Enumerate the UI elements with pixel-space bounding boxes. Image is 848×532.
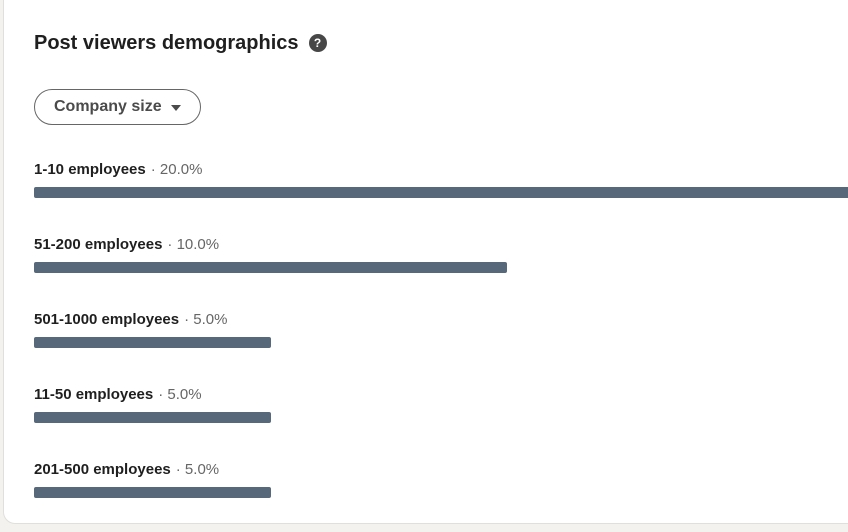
row-label: 501-1000 employees · 5.0%	[34, 309, 848, 330]
row-label: 1-10 employees · 20.0%	[34, 159, 848, 180]
bar	[34, 337, 271, 348]
filter-label: Company size	[54, 98, 162, 115]
category-label: 1-10 employees	[34, 161, 146, 178]
value-label: · 5.0%	[158, 386, 202, 403]
demographic-row: 501-1000 employees · 5.0%	[34, 309, 848, 348]
demographic-row: 51-200 employees · 10.0%	[34, 234, 848, 273]
value-label: · 10.0%	[167, 236, 220, 253]
bar	[34, 487, 271, 498]
demographic-row: 201-500 employees · 5.0%	[34, 459, 848, 498]
row-label: 11-50 employees · 5.0%	[34, 384, 848, 405]
category-label: 51-200 employees	[34, 236, 163, 253]
card-header: Post viewers demographics ?	[34, 29, 848, 57]
chevron-down-icon	[170, 105, 181, 111]
demographics-card: Post viewers demographics ? Company size…	[3, 0, 848, 524]
category-label: 201-500 employees	[34, 461, 171, 478]
value-label: · 5.0%	[184, 311, 228, 328]
bar	[34, 412, 271, 423]
bar-chart: 1-10 employees · 20.0% 51-200 employees · …	[34, 159, 848, 498]
category-label: 11-50 employees	[34, 386, 154, 403]
page-title: Post viewers demographics	[34, 32, 299, 54]
row-label: 201-500 employees · 5.0%	[34, 459, 848, 480]
value-label: · 5.0%	[175, 461, 220, 478]
company-size-filter-button[interactable]: Company size	[34, 89, 201, 125]
demographic-row: 1-10 employees · 20.0%	[34, 159, 848, 198]
bar	[34, 187, 848, 198]
help-icon[interactable]: ?	[308, 34, 327, 52]
demographic-row: 11-50 employees · 5.0%	[34, 384, 848, 423]
bar	[34, 262, 507, 273]
category-label: 501-1000 employees	[34, 311, 180, 328]
row-label: 51-200 employees · 10.0%	[34, 234, 848, 255]
value-label: · 20.0%	[150, 161, 203, 178]
